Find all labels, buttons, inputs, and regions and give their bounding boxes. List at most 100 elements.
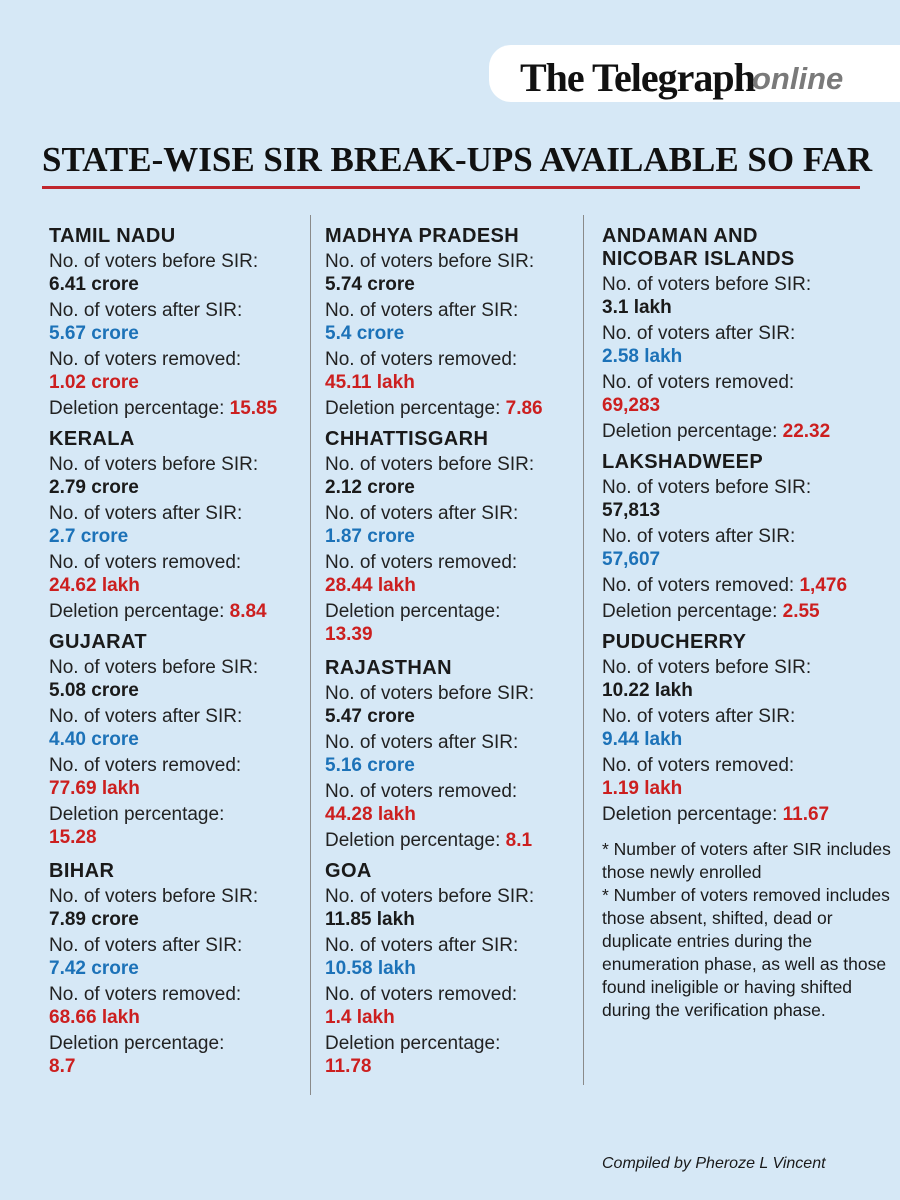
pct-label: Deletion percentage: [325,1033,501,1054]
before-value: 5.74 crore [325,274,415,295]
after-value: 5.16 crore [325,755,415,776]
after-value: 7.42 crore [49,958,139,979]
after-value: 4.40 crore [49,729,139,750]
state-name: GUJARAT [49,631,147,653]
before-label: No. of voters before SIR: [49,251,259,272]
removed-value: 1.19 lakh [602,778,683,799]
pct-value: 15.85 [229,398,278,419]
state-block-lakshadweep: LAKSHADWEEP No. of voters before SIR: 57… [602,451,892,623]
column-divider-1 [310,215,311,1095]
after-label: No. of voters after SIR: [49,300,243,321]
after-value: 5.4 crore [325,323,405,344]
state-block-madhya-pradesh: MADHYA PRADESH No. of voters before SIR:… [325,225,580,420]
state-name: CHHATTISGARH [325,428,489,450]
pct-label: Deletion percentage: [49,1033,225,1054]
after-value: 2.58 lakh [602,346,683,367]
column-divider-2 [583,215,584,1085]
deletion-row: Deletion percentage: 22.32 [602,420,892,443]
after-value: 9.44 lakh [602,729,683,750]
before-value: 2.12 crore [325,477,415,498]
pct-value: 15.28 [49,827,97,848]
after-value: 5.67 crore [49,323,139,344]
removed-label: No. of voters removed: [325,349,518,370]
removed-value: 1,476 [799,575,848,596]
removed-value: 1.4 lakh [325,1007,395,1028]
pct-value: 11.78 [325,1056,372,1077]
after-value: 1.87 crore [325,526,415,547]
pct-label: Deletion percentage: [602,421,778,442]
before-label: No. of voters before SIR: [49,454,259,475]
before-value: 6.41 crore [49,274,139,295]
pct-label: Deletion percentage: [325,398,501,419]
brand-logo-text: The Telegraph [520,55,756,100]
removed-value: 77.69 lakh [49,778,140,799]
removed-row: No. of voters removed: 1,476 [602,574,892,597]
removed-label: No. of voters removed: [49,552,242,573]
after-label: No. of voters after SIR: [325,503,519,524]
removed-value: 24.62 lakh [49,575,140,596]
pct-value: 8.84 [229,601,267,622]
column-3: ANDAMAN AND NICOBAR ISLANDS No. of voter… [602,222,892,1022]
after-label: No. of voters after SIR: [49,503,243,524]
pct-label: Deletion percentage: [49,601,225,622]
removed-label: No. of voters removed: [49,349,242,370]
after-label: No. of voters after SIR: [325,935,519,956]
before-label: No. of voters before SIR: [602,657,812,678]
column-1: TAMIL NADU No. of voters before SIR: 6.4… [49,222,304,1081]
page-title: STATE-WISE SIR BREAK-UPS AVAILABLE SO FA… [42,140,873,179]
before-value: 5.08 crore [49,680,139,701]
state-name: PUDUCHERRY [602,631,747,653]
before-label: No. of voters before SIR: [602,477,812,498]
state-block-bihar: BIHAR No. of voters before SIR: 7.89 cro… [49,860,304,1078]
state-block-andaman-nicobar: ANDAMAN AND NICOBAR ISLANDS No. of voter… [602,225,892,443]
state-block-puducherry: PUDUCHERRY No. of voters before SIR: 10.… [602,631,892,826]
after-label: No. of voters after SIR: [602,323,796,344]
footnotes: * Number of voters after SIR includes th… [602,838,892,1022]
pct-value: 7.86 [505,398,543,419]
before-value: 11.85 lakh [325,909,415,930]
after-label: No. of voters after SIR: [49,706,243,727]
state-name: GOA [325,860,372,882]
pct-label: Deletion percentage: [602,601,778,622]
state-name: ANDAMAN AND NICOBAR ISLANDS [602,225,795,270]
state-name: LAKSHADWEEP [602,451,764,473]
deletion-row: Deletion percentage: 11.67 [602,803,892,826]
removed-label: No. of voters removed: [49,984,242,1005]
brand-online-text: online [752,61,844,96]
removed-label: No. of voters removed: [602,372,795,393]
state-block-chhattisgarh: CHHATTISGARH No. of voters before SIR: 2… [325,428,580,646]
removed-label: No. of voters removed: [602,755,795,776]
before-value: 10.22 lakh [602,680,693,701]
deletion-row: Deletion percentage: 7.86 [325,397,580,420]
before-label: No. of voters before SIR: [325,454,535,475]
column-2: MADHYA PRADESH No. of voters before SIR:… [325,222,580,1081]
title-divider [42,186,860,189]
removed-value: 28.44 lakh [325,575,416,596]
deletion-row: Deletion percentage: 15.85 [49,397,304,420]
before-value: 57,813 [602,500,661,521]
after-label: No. of voters after SIR: [49,935,243,956]
before-value: 5.47 crore [325,706,415,727]
pct-label: Deletion percentage: [49,804,225,825]
before-label: No. of voters before SIR: [49,886,259,907]
before-label: No. of voters before SIR: [325,251,535,272]
after-label: No. of voters after SIR: [325,732,519,753]
after-value: 10.58 lakh [325,958,416,979]
state-block-tamil-nadu: TAMIL NADU No. of voters before SIR: 6.4… [49,225,304,420]
removed-label: No. of voters removed: [602,575,795,596]
before-value: 3.1 lakh [602,297,672,318]
deletion-row: Deletion percentage: 8.84 [49,600,304,623]
before-label: No. of voters before SIR: [325,683,535,704]
state-block-gujarat: GUJARAT No. of voters before SIR: 5.08 c… [49,631,304,849]
brand-banner [489,45,900,102]
after-label: No. of voters after SIR: [325,300,519,321]
before-value: 7.89 crore [49,909,139,930]
pct-label: Deletion percentage: [325,830,501,851]
pct-value: 11.67 [782,804,830,825]
pct-value: 2.55 [782,601,820,622]
state-name: MADHYA PRADESH [325,225,520,247]
removed-value: 69,283 [602,395,661,416]
removed-value: 44.28 lakh [325,804,416,825]
after-label: No. of voters after SIR: [602,526,796,547]
pct-value: 22.32 [782,421,831,442]
